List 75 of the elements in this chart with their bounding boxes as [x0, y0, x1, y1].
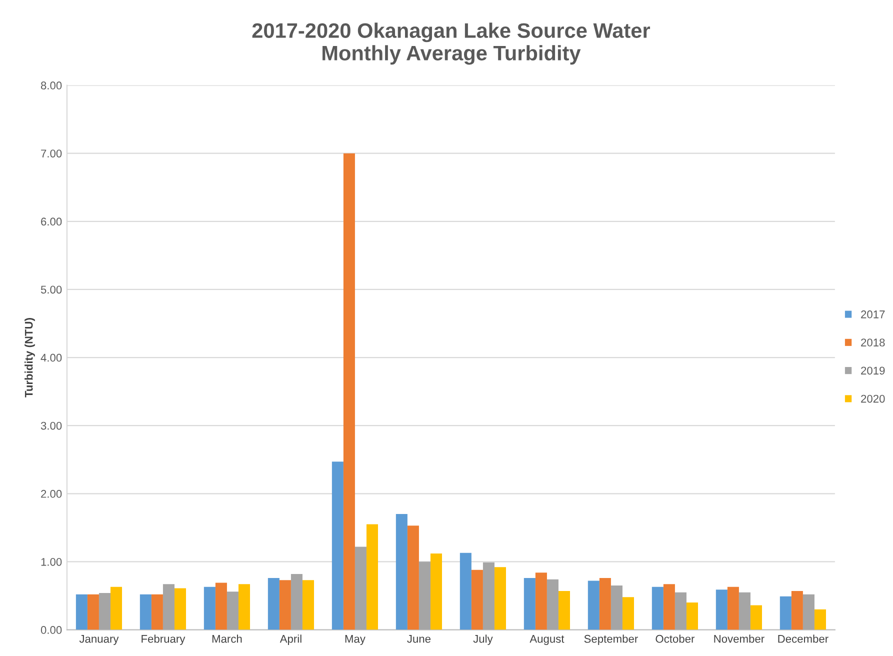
bar	[430, 554, 442, 630]
bar	[407, 526, 419, 630]
y-tick-label: 1.00	[41, 558, 62, 566]
bar	[140, 594, 152, 630]
bar	[110, 586, 122, 630]
x-tick-label: June	[407, 635, 431, 643]
bar	[343, 153, 355, 630]
bar	[814, 609, 826, 630]
bar	[204, 586, 216, 630]
bar	[302, 580, 314, 630]
bar	[686, 602, 698, 630]
bar	[238, 584, 250, 630]
bar	[366, 524, 378, 630]
bar	[738, 592, 750, 630]
bar	[87, 594, 99, 630]
bar	[599, 578, 611, 630]
y-tick-label: 3.00	[40, 422, 62, 430]
y-tick-label: 5.00	[40, 286, 62, 294]
y-tick-label: 7.00	[41, 150, 62, 158]
bar	[98, 593, 110, 630]
bar	[727, 586, 739, 630]
x-tick-label: October	[656, 634, 695, 643]
x-tick-label: April	[280, 634, 302, 645]
legend-label: 2020	[861, 394, 885, 403]
bar	[162, 584, 174, 630]
bar	[546, 579, 558, 630]
bar	[332, 462, 344, 630]
bar	[802, 594, 814, 630]
bar	[558, 590, 570, 630]
x-tick-label: December	[778, 634, 828, 643]
legend-label: 2019	[861, 366, 885, 375]
bar	[652, 586, 664, 630]
y-axis-title: Turbidity (NTU)	[24, 318, 35, 398]
bar	[151, 594, 163, 630]
x-tick-label: November	[714, 634, 764, 643]
bar	[268, 578, 280, 630]
chart-title: 2017-2020 Okanagan Lake Source Water Monthly Average Turbidity	[252, 22, 650, 65]
x-tick-label: January	[79, 635, 119, 645]
bar	[290, 574, 302, 630]
bar	[482, 562, 494, 630]
bar	[780, 596, 792, 630]
bar	[524, 578, 536, 630]
y-tick-label: 6.00	[41, 218, 62, 226]
bar	[226, 592, 238, 630]
x-tick-label: May	[345, 635, 366, 645]
bar	[588, 580, 600, 630]
x-tick-label: July	[473, 634, 493, 645]
bar	[535, 572, 547, 630]
x-tick-label: March	[212, 634, 242, 643]
legend-label: 2018	[861, 338, 885, 346]
x-tick-label: August	[530, 635, 564, 645]
bar	[791, 590, 803, 630]
bar	[215, 582, 227, 630]
bar	[471, 570, 483, 630]
x-tick-label: February	[142, 634, 186, 645]
bar	[354, 546, 366, 630]
bar	[674, 592, 686, 630]
bar	[396, 514, 408, 630]
bar	[494, 567, 506, 630]
bar	[663, 584, 675, 630]
y-tick-label: 8.00	[40, 82, 62, 90]
bar	[279, 580, 291, 630]
bar	[418, 562, 430, 630]
y-tick-label: 4.00	[40, 354, 62, 362]
y-tick-label: 0.00	[40, 626, 62, 634]
bar	[622, 597, 634, 630]
bar	[460, 552, 472, 630]
bar	[174, 588, 186, 630]
bar	[610, 586, 622, 630]
bar	[750, 605, 762, 630]
legend-label: 2017	[861, 310, 885, 318]
x-tick-label: September	[584, 634, 638, 645]
bar	[76, 594, 88, 630]
bar	[716, 590, 728, 630]
y-tick-label: 2.00	[41, 490, 62, 498]
